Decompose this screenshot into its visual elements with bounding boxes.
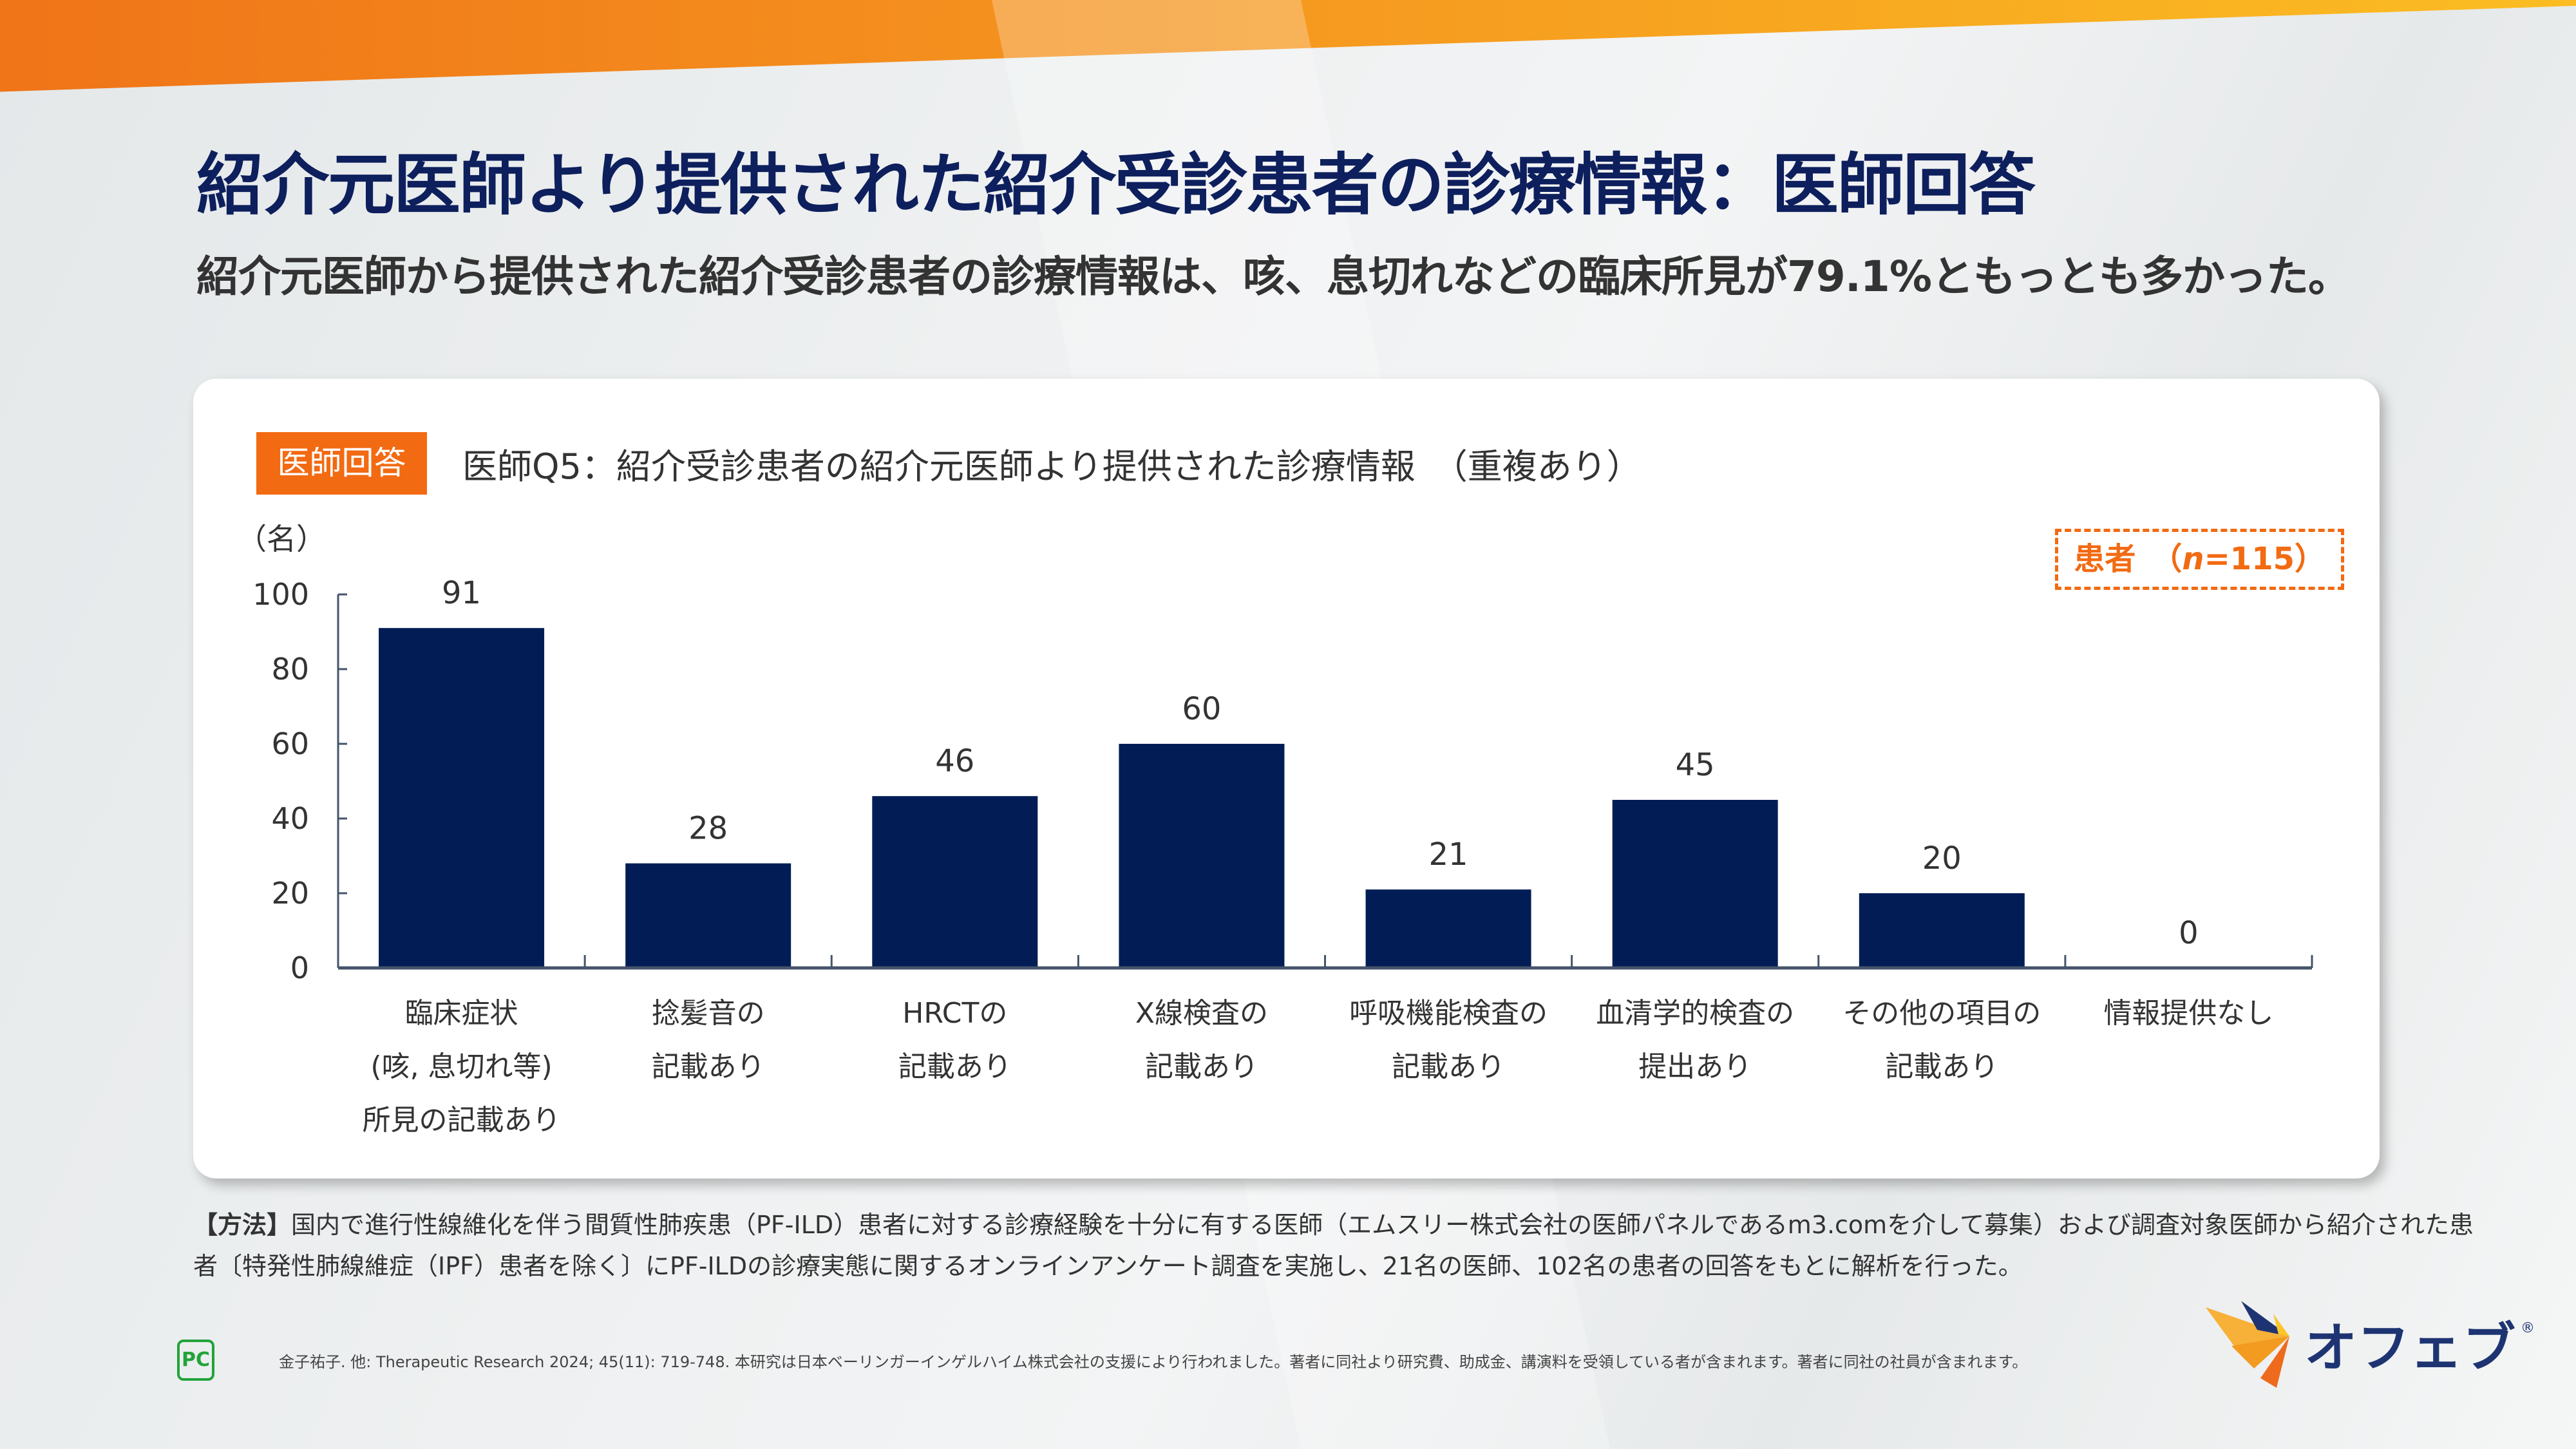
y-tick-label: 40 (271, 801, 309, 836)
data-label: 91 (442, 575, 481, 611)
category-label: 捻髪音の (652, 997, 765, 1030)
y-tick-label: 80 (271, 652, 309, 687)
bar (872, 796, 1038, 968)
citation: 金子祐子. 他: Therapeutic Research 2024; 45(1… (279, 1352, 2028, 1371)
y-axis-ticks: 0 20 40 60 80 100 (252, 577, 347, 985)
category-label: その他の項目の (1842, 997, 2041, 1030)
data-label: 60 (1182, 691, 1221, 727)
n-prefix: 患者 （ (2074, 541, 2183, 577)
method-note: 【方法】国内で進行性線維化を伴う間質性肺疾患（PF-ILD）患者に対する診療経験… (193, 1204, 2486, 1287)
category-label: (咳, 息切れ等) (370, 1050, 552, 1083)
method-label: 【方法】 (193, 1211, 292, 1239)
category-label: 呼吸機能検査の (1349, 997, 1548, 1030)
category-label: 提出あり (1638, 1050, 1752, 1083)
respondent-tag: 医師回答 (256, 432, 427, 495)
pc-logo-icon: PC (177, 1340, 214, 1381)
n-suffix: =115） (2204, 541, 2325, 577)
category-label: HRCTの (902, 997, 1007, 1030)
bar (1119, 744, 1285, 968)
method-text: 国内で進行性線維化を伴う間質性肺疾患（PF-ILD）患者に対する診療経験を十分に… (193, 1211, 2474, 1280)
bar (1365, 889, 1531, 968)
n-symbol: n (2182, 541, 2204, 577)
category-label: 記載あり (1392, 1050, 1505, 1083)
bar (1612, 800, 1778, 968)
category-label: X線検査の (1135, 997, 1268, 1030)
chart-title: 医師Q5：紹介受診患者の紹介元医師より提供された診療情報 （重複あり） (462, 446, 1642, 487)
heading-block: 紹介元医師より提供された紹介受診患者の診療情報：医師回答 紹介元医師から提供され… (196, 145, 2515, 303)
page-subtitle: 紹介元医師から提供された紹介受診患者の診療情報は、咳、息切れなどの臨床所見が79… (196, 252, 2351, 301)
category-label: 所見の記載あり (363, 1104, 561, 1137)
x-axis (338, 955, 2313, 970)
category-label: 臨床症状 (405, 997, 518, 1030)
bar (1859, 893, 2025, 968)
category-label: 情報提供なし (2103, 997, 2273, 1030)
page-title: 紹介元医師より提供された紹介受診患者の診療情報：医師回答 (196, 146, 2036, 224)
data-label: 28 (688, 811, 728, 847)
category-label: 血清学的検査の (1596, 997, 1794, 1030)
brand-logo: オフェブ ® (2202, 1294, 2535, 1391)
data-label: 21 (1429, 837, 1468, 873)
brand-wing-icon (2206, 1301, 2289, 1388)
category-label: 記載あり (652, 1050, 765, 1083)
y-tick-label: 60 (271, 726, 309, 761)
y-tick-label: 100 (252, 577, 309, 612)
y-axis-unit-label: （名） (237, 522, 326, 556)
data-label: 46 (935, 743, 974, 779)
bar (625, 863, 791, 968)
category-label: 記載あり (1145, 1050, 1258, 1083)
bar-chart: （名） 0 20 40 60 80 100 91 28 46 60 21 45 20 0 臨床症状 (咳,… (237, 522, 2313, 1137)
category-label: 記載あり (1885, 1050, 1998, 1083)
data-label: 20 (1922, 840, 1962, 876)
footer-row: PC 金子祐子. 他: Therapeutic Research 2024; 4… (177, 1340, 2027, 1381)
data-label: 0 (2179, 915, 2199, 951)
brand-name: オフェブ (2304, 1317, 2516, 1379)
bars: 91 28 46 60 21 45 20 0 (379, 575, 2199, 968)
chart-card: 医師回答 医師Q5：紹介受診患者の紹介元医師より提供された診療情報 （重複あり）… (193, 379, 2380, 1179)
y-tick-label: 20 (271, 876, 309, 911)
registered-mark: ® (2521, 1320, 2535, 1336)
data-label: 45 (1676, 747, 1715, 783)
y-tick-label: 0 (290, 951, 309, 985)
category-label: 記載あり (898, 1050, 1012, 1083)
bar (379, 628, 545, 968)
card-header: 医師回答 医師Q5：紹介受診患者の紹介元医師より提供された診療情報 （重複あり） (256, 432, 1642, 495)
sample-size-badge: 患者 （n=115） (2055, 529, 2344, 590)
